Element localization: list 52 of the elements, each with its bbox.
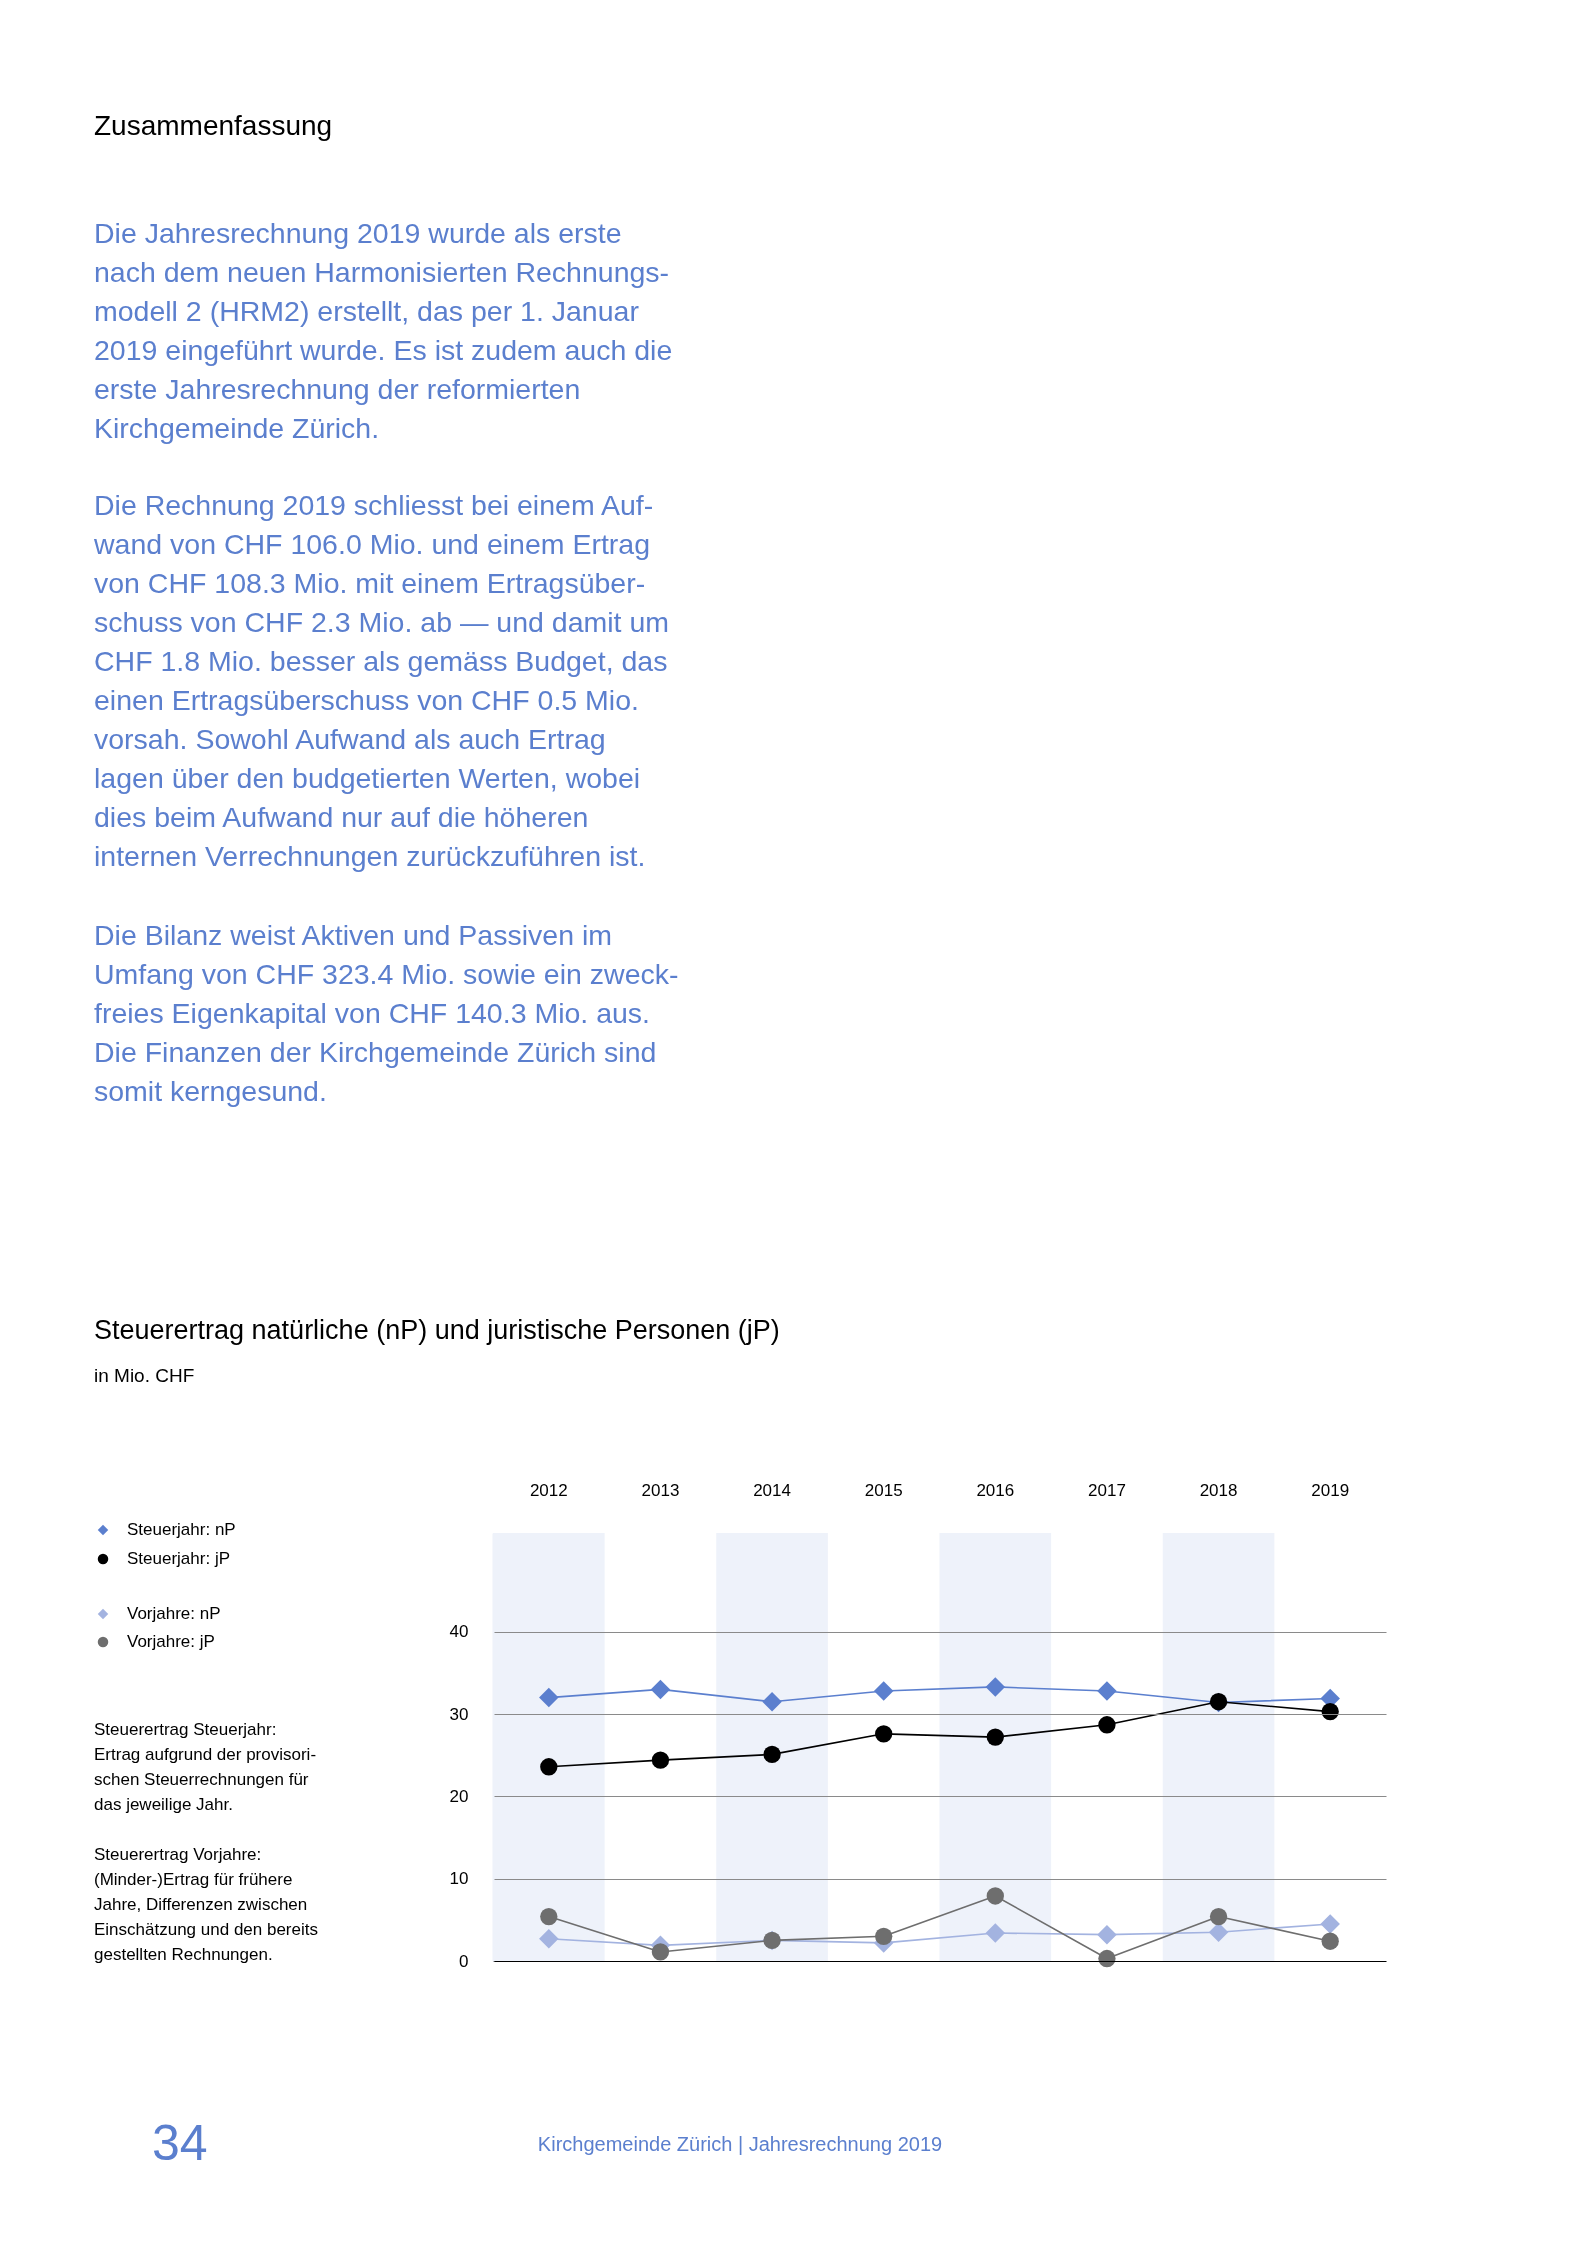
x-tick-label: 2018 <box>1199 1480 1238 1500</box>
point <box>1321 1932 1339 1950</box>
point <box>985 1677 1006 1697</box>
legend-label: Vorjahre: nP <box>127 1604 221 1623</box>
text: Die Bilanz weist Aktiven und Passiven im Umfang von CHF 323.4 Mio. sowie ein zweck- freies Eigenkapital von CHF 140.3 Mio. aus. Die Finanzen der Kirchgemeinde Zürich sind somit kerngesund. <box>94 919 679 1107</box>
point <box>875 1725 893 1743</box>
point <box>1208 1922 1229 1942</box>
point <box>1098 1716 1116 1734</box>
point <box>762 1691 782 1712</box>
point <box>1321 1702 1339 1721</box>
point <box>986 1887 1004 1905</box>
point <box>539 1929 559 1949</box>
y-tick-label: 10 <box>449 1869 469 1889</box>
point <box>651 1751 670 1769</box>
point <box>1097 1681 1117 1701</box>
text: Steuerertrag Steuerjahr: Ertrag aufgrund der provisori- schen Steuerrechnungen für das jeweilige Jahr. <box>94 1720 317 1814</box>
legend-label: Steuerjahr: jP <box>127 1549 230 1568</box>
text: Kirchgemeinde Zürich | Jahresrechnung 2019 <box>537 2133 943 2155</box>
text: 34 <box>152 2115 208 2171</box>
y-tick-label: 40 <box>449 1622 469 1642</box>
y-tick-label: 20 <box>449 1786 469 1806</box>
x-tick-label: 2013 <box>641 1480 680 1500</box>
y-tick-label: 30 <box>449 1704 469 1724</box>
x-tick-label: 2015 <box>864 1480 903 1500</box>
point <box>650 1679 671 1700</box>
point <box>1097 1924 1117 1945</box>
legend-label: Steuerjahr: nP <box>127 1520 236 1539</box>
x-tick-label: 2016 <box>976 1480 1015 1500</box>
point <box>763 1745 781 1764</box>
chart-title: Steuerertrag natürliche (nP) und juristische Personen (jP) <box>94 1315 780 1345</box>
x-tick-label: 2014 <box>753 1480 791 1500</box>
x-tick-label: 2012 <box>529 1480 568 1500</box>
point <box>873 1681 894 1701</box>
x-tick-label: 2019 <box>1311 1480 1350 1500</box>
x-tick-label: 2017 <box>1088 1480 1126 1500</box>
text: Zusammenfassung <box>94 110 333 141</box>
point <box>540 1758 558 1776</box>
text: Steuerertrag Vorjahre: (Minder-)Ertrag für frühere Jahre, Differenzen zwischen Einschätzung und den bereits gestellten Rechnungen. <box>94 1845 318 1964</box>
point <box>875 1927 893 1945</box>
legend-label: Vorjahre: jP <box>127 1632 215 1651</box>
text: Die Jahresrechnung 2019 wurde als erste nach dem neuen Harmonisierten Rechnungs- modell 2 (HRM2) erstellt, das per 1. Januar 2019 eingeführt wurde. Es ist zudem auch die erste Jahresrechnung der reformierten Kirchgemeinde Zürich. <box>94 217 673 444</box>
text: Die Rechnung 2019 schliesst bei einem Auf- wand von CHF 106.0 Mio. und einem Ertrag von CHF 108.3 Mio. mit einem Ertragsüber- schuss von CHF 2.3 Mio. ab — und damit um CHF 1.8 Mio. besser als gemäss Budget, das einen Ertragsüberschuss von CHF 0.5 Mio. vorsah. Sowohl Aufwand als auch Ertrag lagen über den budgetierten Werten, wobei dies beim Aufwand nur auf die höheren internen Verrechnungen zurückzuführen ist. <box>94 489 669 872</box>
point <box>540 1907 558 1926</box>
point <box>651 1943 670 1961</box>
point <box>985 1923 1006 1943</box>
point <box>1098 1949 1116 1968</box>
point <box>1320 1914 1340 1934</box>
text: in Mio. CHF <box>94 1365 195 1386</box>
point <box>986 1728 1004 1746</box>
point <box>1209 1907 1228 1926</box>
y-tick-label: 0 <box>459 1951 469 1971</box>
point <box>539 1687 559 1708</box>
